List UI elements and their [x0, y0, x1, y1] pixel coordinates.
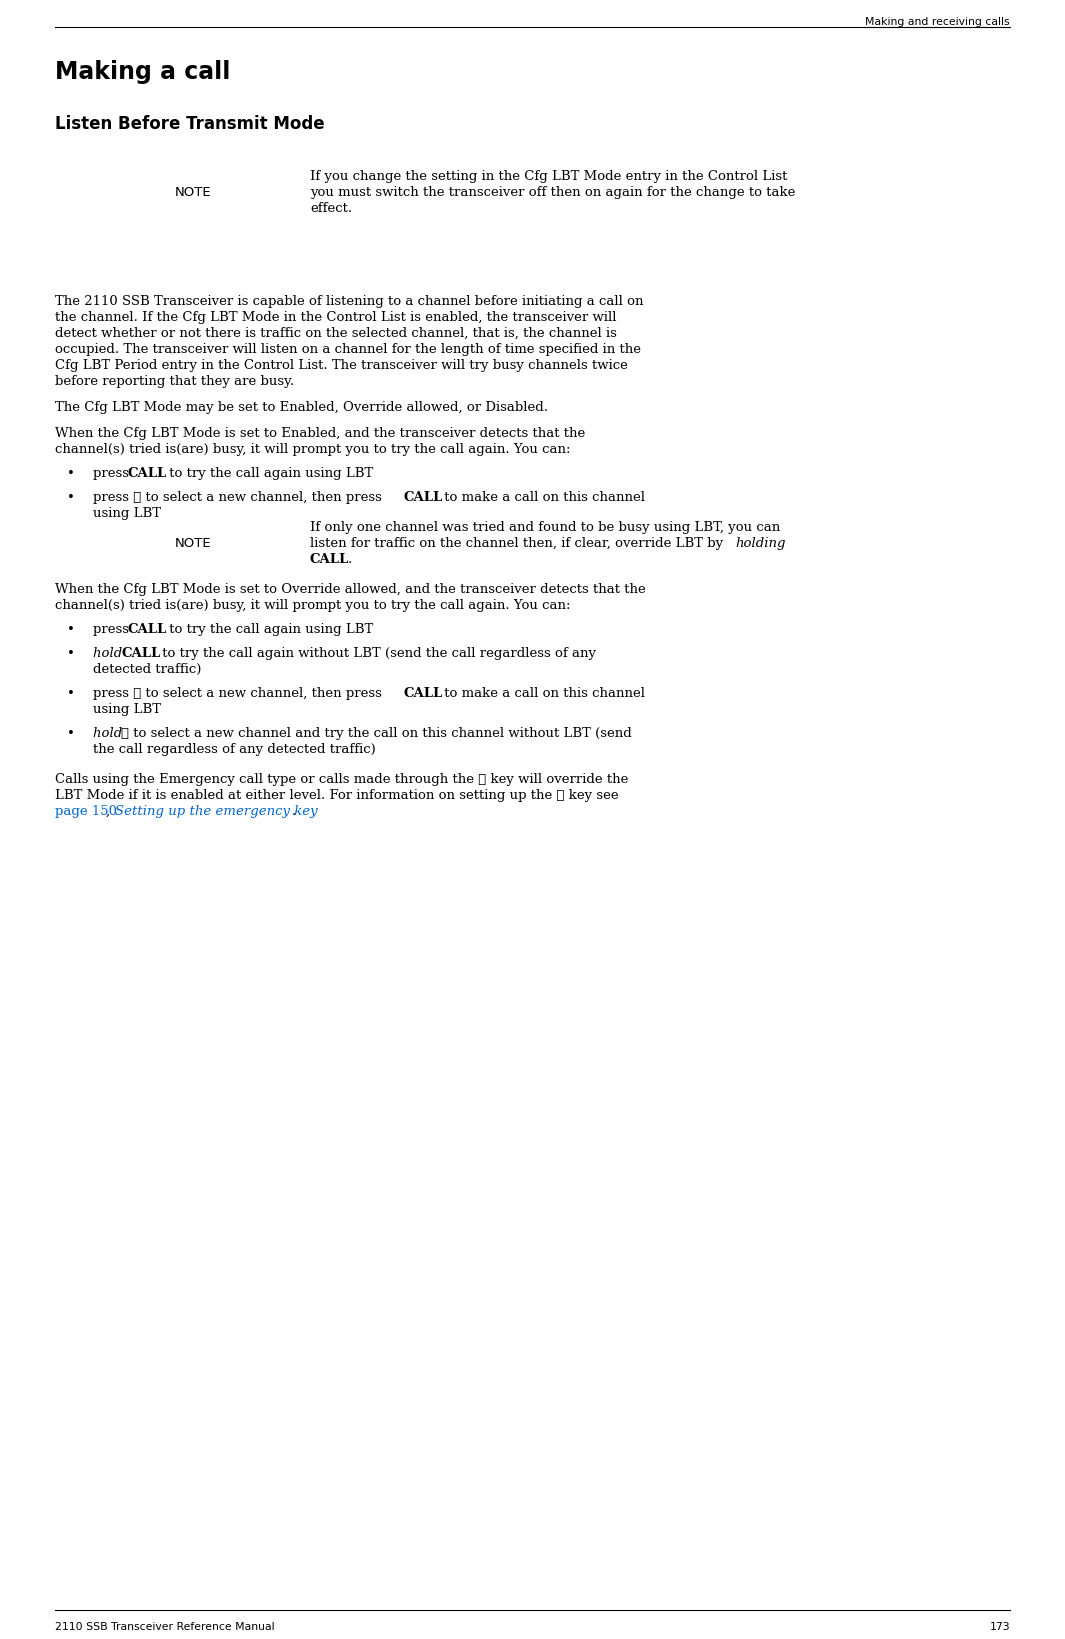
Text: to try the call again using LBT: to try the call again using LBT	[165, 467, 373, 480]
Text: occupied. The transceiver will listen on a channel for the length of time specif: occupied. The transceiver will listen on…	[55, 343, 641, 356]
Text: When the Cfg LBT Mode is set to Override allowed, and the transceiver detects th: When the Cfg LBT Mode is set to Override…	[55, 583, 645, 597]
Text: ,: ,	[106, 805, 114, 818]
Text: the call regardless of any detected traffic): the call regardless of any detected traf…	[93, 742, 376, 756]
Text: page 150: page 150	[55, 805, 117, 818]
Text: to try the call again using LBT: to try the call again using LBT	[165, 623, 373, 636]
Text: ⌕ to select a new channel and try the call on this channel without LBT (send: ⌕ to select a new channel and try the ca…	[121, 728, 632, 739]
Text: If only one channel was tried and found to be busy using LBT, you can: If only one channel was tried and found …	[310, 521, 781, 534]
Text: If you change the setting in the Cfg LBT Mode entry in the Control List: If you change the setting in the Cfg LBT…	[310, 170, 787, 184]
Text: Listen Before Transmit Mode: Listen Before Transmit Mode	[55, 115, 325, 133]
Text: Cfg LBT Period entry in the Control List. The transceiver will try busy channels: Cfg LBT Period entry in the Control List…	[55, 359, 628, 372]
Text: •: •	[67, 623, 75, 636]
Text: channel(s) tried is(are) busy, it will prompt you to try the call again. You can: channel(s) tried is(are) busy, it will p…	[55, 443, 571, 456]
Text: press ⌕ to select a new channel, then press: press ⌕ to select a new channel, then pr…	[93, 687, 387, 700]
Text: press ⌕ to select a new channel, then press: press ⌕ to select a new channel, then pr…	[93, 492, 387, 505]
Text: 2110 SSB Transceiver Reference Manual: 2110 SSB Transceiver Reference Manual	[55, 1623, 275, 1632]
Text: •: •	[67, 492, 75, 505]
Text: •: •	[67, 467, 75, 480]
Text: The Cfg LBT Mode may be set to Enabled, Override allowed, or Disabled.: The Cfg LBT Mode may be set to Enabled, …	[55, 402, 548, 415]
Text: NOTE: NOTE	[175, 538, 212, 551]
Text: hold: hold	[93, 647, 127, 661]
Text: channel(s) tried is(are) busy, it will prompt you to try the call again. You can: channel(s) tried is(are) busy, it will p…	[55, 598, 571, 611]
Text: CALL: CALL	[128, 623, 167, 636]
Text: When the Cfg LBT Mode is set to Enabled, and the transceiver detects that the: When the Cfg LBT Mode is set to Enabled,…	[55, 428, 586, 439]
Text: detect whether or not there is traffic on the selected channel, that is, the cha: detect whether or not there is traffic o…	[55, 328, 617, 339]
Text: using LBT: using LBT	[93, 703, 161, 716]
Text: listen for traffic on the channel then, if clear, override LBT by: listen for traffic on the channel then, …	[310, 538, 727, 551]
Text: to make a call on this channel: to make a call on this channel	[440, 687, 645, 700]
Text: CALL: CALL	[403, 687, 442, 700]
Text: CALL: CALL	[403, 492, 442, 505]
Text: effect.: effect.	[310, 202, 353, 215]
Text: 173: 173	[989, 1623, 1010, 1632]
Text: to try the call again without LBT (send the call regardless of any: to try the call again without LBT (send …	[158, 647, 596, 661]
Text: before reporting that they are busy.: before reporting that they are busy.	[55, 375, 294, 388]
Text: Calls using the Emergency call type or calls made through the ⚠ key will overrid: Calls using the Emergency call type or c…	[55, 774, 628, 787]
Text: The 2110 SSB Transceiver is capable of listening to a channel before initiating : The 2110 SSB Transceiver is capable of l…	[55, 295, 643, 308]
Text: CALL: CALL	[310, 552, 349, 565]
Text: press: press	[93, 467, 133, 480]
Text: CALL: CALL	[128, 467, 167, 480]
Text: •: •	[67, 687, 75, 700]
Text: holding: holding	[735, 538, 786, 551]
Text: •: •	[67, 647, 75, 661]
Text: Making a call: Making a call	[55, 61, 230, 84]
Text: Setting up the emergency key: Setting up the emergency key	[115, 805, 317, 818]
Text: using LBT: using LBT	[93, 506, 161, 520]
Text: Making and receiving calls: Making and receiving calls	[866, 16, 1010, 26]
Text: detected traffic): detected traffic)	[93, 664, 201, 675]
Text: to make a call on this channel: to make a call on this channel	[440, 492, 645, 505]
Text: .: .	[292, 805, 296, 818]
Text: LBT Mode if it is enabled at either level. For information on setting up the ⚠ k: LBT Mode if it is enabled at either leve…	[55, 788, 619, 801]
Text: the channel. If the Cfg LBT Mode in the Control List is enabled, the transceiver: the channel. If the Cfg LBT Mode in the …	[55, 311, 617, 325]
Text: NOTE: NOTE	[175, 185, 212, 198]
Text: •: •	[67, 728, 75, 739]
Text: CALL: CALL	[121, 647, 160, 661]
Text: hold: hold	[93, 728, 127, 739]
Text: .: .	[348, 552, 353, 565]
Text: press: press	[93, 623, 133, 636]
Text: you must switch the transceiver off then on again for the change to take: you must switch the transceiver off then…	[310, 185, 796, 198]
